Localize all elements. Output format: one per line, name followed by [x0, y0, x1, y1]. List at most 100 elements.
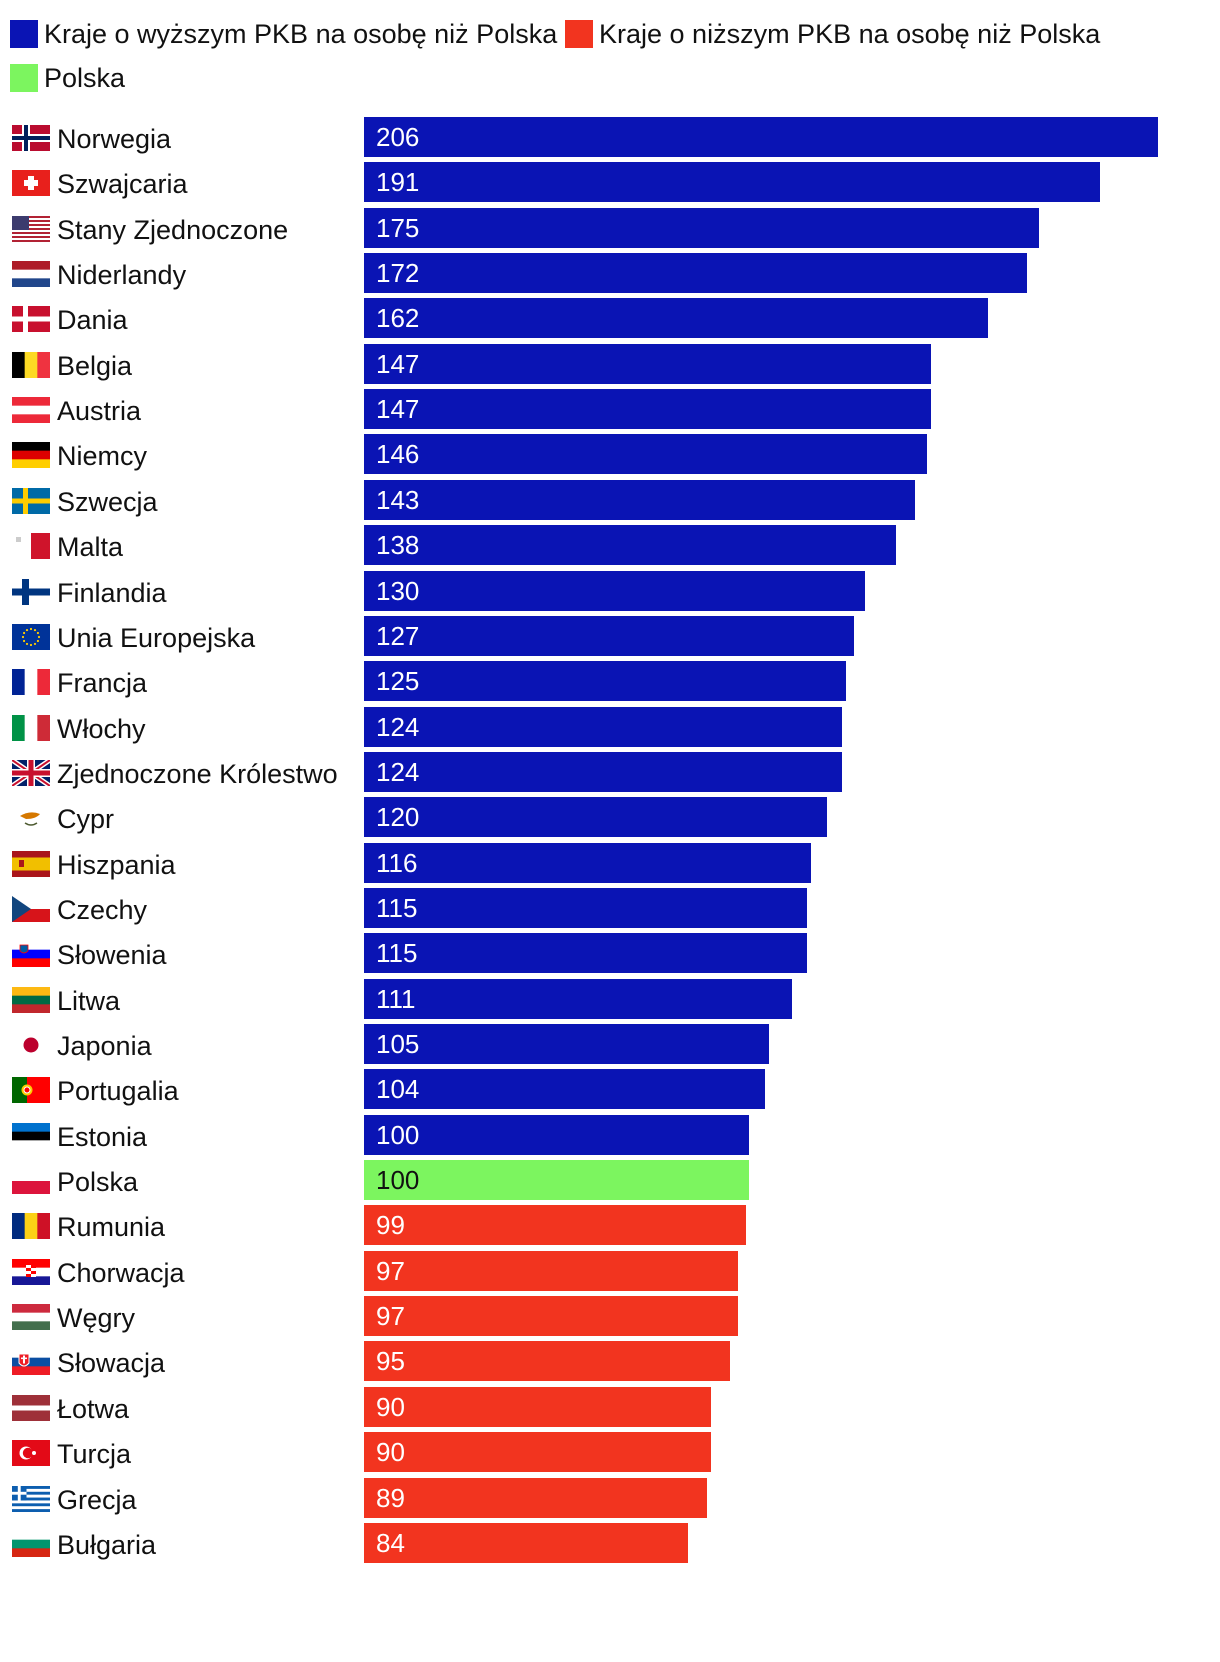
greece-flag-icon [12, 1485, 50, 1512]
bar: 97 [364, 1250, 738, 1291]
germany-flag-icon [12, 442, 50, 469]
chart-row: Włochy 124 [0, 706, 1220, 754]
bar: 97 [364, 1296, 738, 1337]
chart-row: Austria 147 [0, 389, 1220, 436]
usa-flag-icon [12, 215, 50, 242]
bar: 116 [364, 842, 812, 883]
country-label: Włochy [57, 713, 146, 744]
country-label: Portugalia [57, 1076, 179, 1107]
country-label: Niderlandy [57, 260, 187, 291]
chart-row: Szwecja 143 [0, 479, 1220, 527]
chart-row: Belgia 147 [0, 343, 1220, 391]
chart-row: Stany Zjednoczone 175 [0, 207, 1220, 255]
country-label: Cypr [57, 804, 115, 835]
chart-row: Dania 162 [0, 298, 1220, 345]
bar: 115 [364, 887, 808, 928]
uk-flag-icon [12, 759, 50, 786]
bar-value-label: 175 [376, 212, 420, 243]
chart-row: Słowenia 115 [0, 933, 1220, 980]
bar-value-label: 111 [376, 983, 416, 1014]
malta-flag-icon [12, 533, 50, 560]
country-label: Belgia [57, 350, 133, 381]
country-label: Unia Europejska [57, 622, 256, 653]
czechia-flag-icon [12, 895, 50, 922]
bar: 124 [364, 751, 842, 792]
chart-row: Cypr 120 [0, 797, 1220, 844]
bar-value-label: 124 [376, 711, 420, 742]
legend-item-higher: Kraje o wyższym PKB na osobę niż Polska [10, 16, 557, 52]
chart-row: Węgry 97 [0, 1296, 1220, 1343]
country-label: Zjednoczone Królestwo [57, 758, 338, 789]
country-label: Norwegia [57, 124, 172, 154]
country-label: Estonia [57, 1121, 148, 1152]
bar-value-label: 143 [376, 484, 420, 515]
bar: 125 [364, 661, 846, 702]
bar: 111 [364, 978, 792, 1019]
country-label: Litwa [57, 985, 121, 1016]
country-label: Austria [57, 396, 142, 427]
chart-row: Norwegia 206 [0, 117, 1220, 164]
chart-row: Polska 100 [0, 1160, 1220, 1207]
sweden-flag-icon [12, 487, 50, 514]
spain-flag-icon [12, 850, 50, 877]
bar-value-label: 89 [376, 1482, 405, 1513]
chart-row: Hiszpania 116 [0, 842, 1220, 890]
bar: 115 [364, 933, 808, 974]
legend-label-higher: Kraje o wyższym PKB na osobę niż Polska [44, 18, 558, 49]
bar: 95 [364, 1341, 731, 1382]
country-label: Czechy [57, 894, 148, 925]
cyprus-flag-icon [12, 805, 50, 832]
legend-item-poland: Polska [10, 60, 125, 96]
bar-value-label: 90 [376, 1391, 405, 1422]
lithuania-flag-icon [12, 986, 50, 1013]
hungary-flag-icon [12, 1304, 50, 1331]
bar-value-label: 147 [376, 348, 420, 379]
bar: 147 [364, 343, 931, 384]
chart-row: Słowacja 95 [0, 1341, 1220, 1388]
latvia-flag-icon [12, 1394, 50, 1421]
japan-flag-icon [12, 1032, 50, 1058]
bar: 100 [364, 1160, 750, 1201]
portugal-flag-icon [12, 1077, 50, 1104]
country-label: Słowenia [57, 940, 167, 971]
bar: 143 [364, 479, 916, 520]
chart-row: Portugalia 104 [0, 1069, 1220, 1116]
chart-row: Rumunia 99 [0, 1205, 1220, 1252]
bar-value-label: 104 [376, 1074, 420, 1105]
bar-value-label: 120 [376, 802, 420, 833]
romania-flag-icon [12, 1213, 50, 1240]
bar-value-label: 95 [376, 1346, 405, 1377]
france-flag-icon [12, 669, 50, 696]
legend-swatch-higher [10, 20, 38, 48]
bar: 172 [364, 253, 1027, 294]
estonia-flag-icon [12, 1122, 50, 1149]
country-label: Hiszpania [57, 849, 176, 880]
bar-value-label: 130 [376, 575, 420, 606]
bar-value-label: 206 [376, 122, 420, 152]
chart-row: Bułgaria 84 [0, 1522, 1220, 1570]
bar: 206 [364, 117, 1158, 157]
bar-value-label: 100 [376, 1119, 420, 1150]
chart-row: Niemcy 146 [0, 434, 1220, 481]
bar: 89 [364, 1477, 708, 1518]
bar: 175 [364, 207, 1039, 248]
norway-flag-icon [12, 125, 50, 151]
chart-row: Japonia 105 [0, 1024, 1220, 1071]
chart-row: Francja 125 [0, 661, 1220, 708]
bar-value-label: 146 [376, 439, 420, 470]
bar: 99 [364, 1205, 746, 1246]
chart-row: Chorwacja 97 [0, 1250, 1220, 1298]
country-label: Turcja [57, 1439, 132, 1470]
bar: 127 [364, 615, 854, 656]
country-label: Malta [57, 532, 124, 563]
bar: 191 [364, 162, 1101, 203]
chart-row: Niderlandy 172 [0, 253, 1220, 300]
legend-label-lower: Kraje o niższym PKB na osobę niż Polska [599, 18, 1101, 49]
bar: 146 [364, 434, 927, 475]
bar: 90 [364, 1386, 711, 1427]
bar-value-label: 138 [376, 530, 420, 561]
bar-value-label: 127 [376, 620, 420, 651]
croatia-flag-icon [12, 1258, 50, 1285]
bar-value-label: 191 [376, 167, 420, 198]
